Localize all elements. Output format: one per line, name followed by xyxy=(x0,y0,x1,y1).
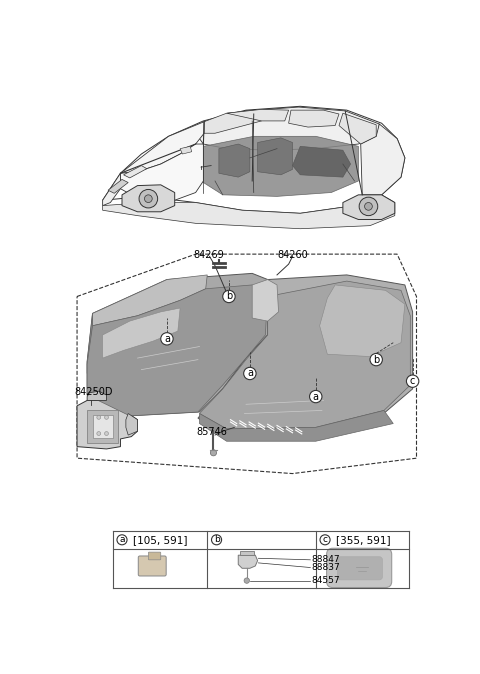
Circle shape xyxy=(210,450,216,456)
Circle shape xyxy=(244,578,250,583)
Polygon shape xyxy=(180,146,192,154)
Circle shape xyxy=(244,367,256,379)
Polygon shape xyxy=(87,285,268,416)
Text: a: a xyxy=(247,369,253,379)
Text: 84260: 84260 xyxy=(277,250,308,260)
Circle shape xyxy=(97,415,101,419)
Polygon shape xyxy=(292,146,350,177)
Circle shape xyxy=(212,534,222,545)
Text: 85746: 85746 xyxy=(196,427,228,437)
Polygon shape xyxy=(103,173,120,206)
Polygon shape xyxy=(339,113,376,144)
Polygon shape xyxy=(87,313,93,373)
Polygon shape xyxy=(103,106,405,213)
Polygon shape xyxy=(360,124,405,195)
Polygon shape xyxy=(122,185,175,212)
Polygon shape xyxy=(93,415,113,438)
Polygon shape xyxy=(227,109,288,121)
Polygon shape xyxy=(258,138,292,175)
Text: c: c xyxy=(323,535,327,545)
Circle shape xyxy=(320,534,330,545)
Polygon shape xyxy=(200,281,410,429)
FancyBboxPatch shape xyxy=(148,552,161,560)
Polygon shape xyxy=(320,285,405,357)
Text: a: a xyxy=(164,334,170,344)
Text: 88847: 88847 xyxy=(312,555,340,564)
Polygon shape xyxy=(288,110,339,127)
Polygon shape xyxy=(87,410,118,443)
Polygon shape xyxy=(219,144,250,177)
Polygon shape xyxy=(120,122,204,173)
Polygon shape xyxy=(120,144,204,203)
Circle shape xyxy=(223,290,235,303)
Polygon shape xyxy=(123,166,147,178)
Polygon shape xyxy=(93,275,207,326)
Text: [355, 591]: [355, 591] xyxy=(336,534,391,545)
Text: b: b xyxy=(226,291,232,301)
Circle shape xyxy=(105,431,108,435)
Circle shape xyxy=(365,203,372,210)
Polygon shape xyxy=(103,195,395,228)
Text: b: b xyxy=(373,355,379,365)
Circle shape xyxy=(105,415,108,419)
Polygon shape xyxy=(87,274,268,416)
Text: [105, 591]: [105, 591] xyxy=(133,534,187,545)
Text: a: a xyxy=(313,392,319,402)
Polygon shape xyxy=(204,109,262,133)
Text: b: b xyxy=(214,535,219,545)
Text: 84269: 84269 xyxy=(193,250,224,260)
Circle shape xyxy=(161,333,173,345)
Circle shape xyxy=(144,195,152,203)
Polygon shape xyxy=(77,400,137,449)
Polygon shape xyxy=(198,275,413,433)
Polygon shape xyxy=(252,280,278,321)
Polygon shape xyxy=(108,179,128,193)
Polygon shape xyxy=(240,551,254,555)
Polygon shape xyxy=(200,410,393,441)
Polygon shape xyxy=(103,308,180,358)
Polygon shape xyxy=(204,136,359,196)
Polygon shape xyxy=(126,414,137,435)
Circle shape xyxy=(407,375,419,388)
Circle shape xyxy=(310,390,322,403)
Text: 84557: 84557 xyxy=(312,576,340,585)
Polygon shape xyxy=(343,195,395,220)
Polygon shape xyxy=(238,555,258,568)
Circle shape xyxy=(359,197,378,216)
Text: 84250D: 84250D xyxy=(74,387,112,396)
Text: c: c xyxy=(410,376,415,386)
Circle shape xyxy=(117,534,127,545)
Polygon shape xyxy=(87,391,107,400)
Circle shape xyxy=(97,431,101,435)
Circle shape xyxy=(139,189,157,208)
FancyBboxPatch shape xyxy=(138,556,166,576)
Text: a: a xyxy=(119,535,125,545)
FancyBboxPatch shape xyxy=(326,548,392,588)
Text: 88837: 88837 xyxy=(312,563,341,572)
Circle shape xyxy=(370,353,383,366)
FancyBboxPatch shape xyxy=(337,557,383,580)
Polygon shape xyxy=(196,107,379,150)
